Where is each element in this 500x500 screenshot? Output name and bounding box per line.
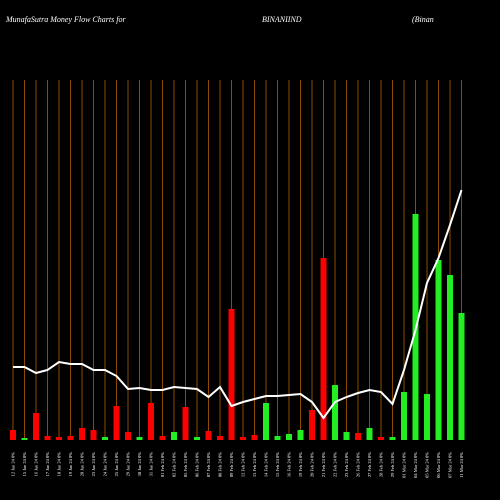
x-tick-label: 13 Feb 24 0% — [252, 452, 257, 477]
bar — [274, 436, 281, 440]
x-tick-label: 09 Feb 24 0% — [229, 452, 234, 477]
x-tick-label: 23 Jan 24 0% — [91, 452, 96, 477]
bar — [171, 432, 177, 440]
chart-title: MunafaSutra Money Flow Charts for — [5, 15, 126, 24]
x-tick-label: 16 Jan 24 0% — [34, 452, 39, 477]
price-line — [13, 189, 463, 420]
bar — [67, 436, 74, 440]
bar — [355, 433, 361, 440]
bar — [21, 438, 28, 440]
company: (Binan — [412, 15, 434, 24]
bar — [332, 385, 338, 440]
bar — [102, 437, 108, 440]
x-tick-label: 19 Jan 24 0% — [68, 452, 73, 477]
x-tick-label: 25 Jan 24 0% — [114, 452, 119, 477]
x-tick-label: 14 Feb 24 0% — [264, 452, 269, 477]
bar — [320, 258, 327, 440]
x-tick-label: 24 Jan 24 0% — [103, 452, 108, 477]
x-tick-label: 22 Feb 24 0% — [333, 452, 338, 477]
bar — [389, 437, 396, 440]
bar — [228, 309, 235, 440]
x-tick-label: 27 Feb 24 0% — [367, 452, 372, 477]
x-tick-label: 29 Feb 24 0% — [390, 452, 395, 477]
bar — [401, 392, 407, 440]
bar — [251, 435, 258, 440]
bar — [194, 437, 200, 440]
bar — [263, 403, 269, 440]
x-tick-label: 26 Feb 24 0% — [356, 452, 361, 477]
x-tick-label: 11 Mar 24 0% — [459, 452, 464, 478]
x-tick-label: 30 Jan 24 0% — [137, 452, 142, 477]
x-tick-label: 15 Jan 24 0% — [22, 452, 27, 477]
bar — [182, 407, 189, 440]
bar — [205, 431, 212, 440]
x-tick-label: 02 Feb 24 0% — [172, 452, 177, 477]
x-tick-label: 16 Feb 24 0% — [287, 452, 292, 477]
bar — [424, 394, 430, 440]
bar — [159, 436, 166, 440]
x-tick-label: 28 Feb 24 0% — [379, 452, 384, 477]
x-tick-label: 07 Feb 24 0% — [206, 452, 211, 477]
x-tick-label: 08 Feb 24 0% — [218, 452, 223, 477]
bar — [309, 410, 315, 440]
x-tick-label: 01 Mar 24 0% — [402, 452, 407, 478]
bar — [44, 436, 51, 440]
x-tick-label: 12 Feb 24 0% — [241, 452, 246, 477]
x-tick-label: 20 Feb 24 0% — [310, 452, 315, 477]
bar — [10, 430, 16, 440]
bar — [378, 437, 384, 440]
x-tick-label: 21 Feb 24 0% — [321, 452, 326, 477]
x-tick-label: 06 Mar 24 0% — [436, 452, 441, 478]
x-tick-label: 05 Mar 24 0% — [425, 452, 430, 478]
bar — [217, 436, 223, 440]
bar — [458, 313, 465, 440]
bar — [79, 428, 85, 440]
x-tick-label: 29 Jan 24 0% — [126, 452, 131, 477]
bar — [125, 432, 131, 440]
bar — [33, 413, 39, 440]
x-tick-label: 01 Feb 24 0% — [160, 452, 165, 477]
bar — [90, 430, 97, 440]
bar — [297, 430, 304, 440]
bar — [148, 403, 154, 440]
x-tick-label: 07 Mar 24 0% — [448, 452, 453, 478]
symbol: BINANIIND — [262, 15, 302, 24]
x-tick-label: 06 Feb 24 0% — [195, 452, 200, 477]
bar — [240, 437, 246, 440]
bar — [113, 406, 120, 440]
bar — [286, 434, 292, 440]
bar — [435, 260, 442, 440]
x-tick-label: 05 Feb 24 0% — [183, 452, 188, 477]
x-tick-label: 15 Feb 24 0% — [275, 452, 280, 477]
x-tick-label: 18 Jan 24 0% — [57, 452, 62, 477]
x-tick-label: 19 Feb 24 0% — [298, 452, 303, 477]
bar — [136, 437, 143, 440]
x-tick-label: 20 Jan 24 0% — [80, 452, 85, 477]
bar — [56, 437, 62, 440]
x-tick-label: 17 Jan 24 0% — [45, 452, 50, 477]
x-tick-label: 04 Mar 24 0% — [413, 452, 418, 478]
x-tick-label: 31 Jan 24 0% — [149, 452, 154, 477]
x-tick-label: 23 Feb 24 0% — [344, 452, 349, 477]
x-tick-label: 12 Jan 24 0% — [11, 452, 16, 477]
bar — [343, 432, 350, 440]
bar — [366, 428, 373, 440]
bar — [447, 275, 453, 440]
